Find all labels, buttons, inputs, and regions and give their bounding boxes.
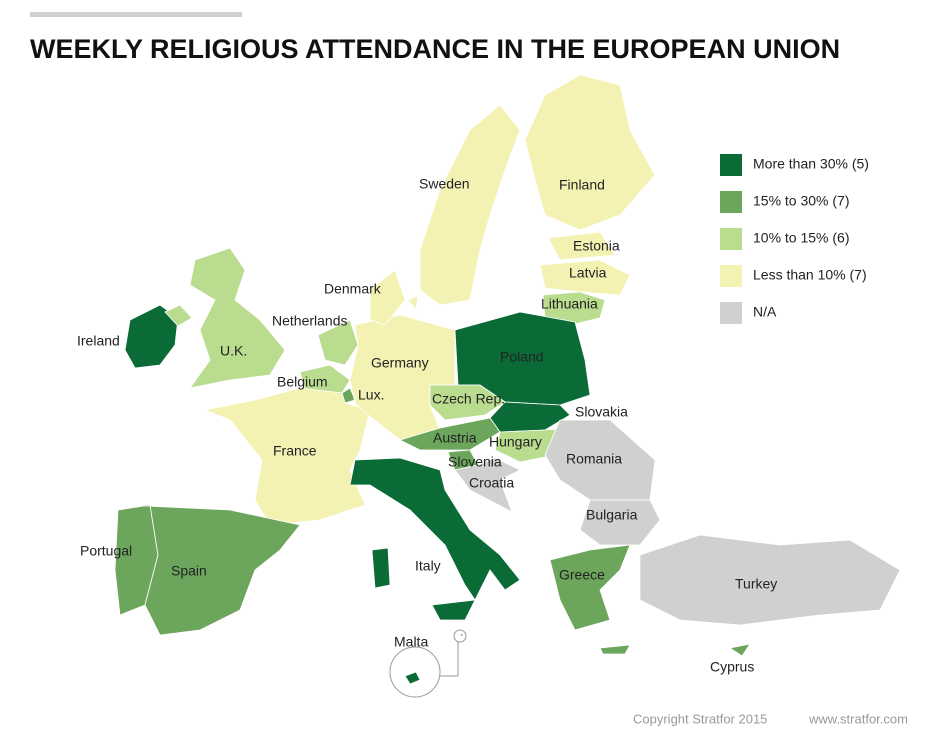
country-shape (203, 387, 371, 526)
country-label: Austria (433, 430, 477, 446)
country-shape (124, 504, 301, 636)
website: www.stratfor.com (808, 711, 908, 726)
country-shape (124, 304, 179, 369)
country-label: Estonia (573, 238, 620, 254)
malta-leader (440, 642, 459, 677)
legend-swatch (720, 265, 742, 287)
legend-label: More than 30% (5) (753, 156, 869, 172)
country-shape (369, 269, 406, 326)
legend: More than 30% (5) 15% to 30% (7) 10% to 15… (720, 154, 869, 324)
country-shape (431, 599, 476, 621)
country-label: Cyprus (710, 659, 754, 675)
country-shape (579, 499, 661, 546)
country-shape (349, 457, 521, 601)
header-bar (30, 12, 242, 17)
country-label: Greece (559, 567, 605, 583)
country-label: Bulgaria (586, 507, 638, 523)
title: WEEKLY RELIGIOUS ATTENDANCE IN THE EUROP… (30, 34, 840, 64)
legend-label: N/A (753, 304, 777, 320)
country-label: Italy (415, 558, 441, 574)
country-shape (549, 544, 631, 631)
country-label: Portugal (80, 543, 132, 559)
country-shape (419, 104, 521, 306)
country-shape (524, 74, 656, 231)
legend-swatch (720, 191, 742, 213)
country-label: Sweden (419, 176, 470, 192)
country-label: Latvia (569, 265, 607, 281)
country-shape (459, 633, 464, 638)
country-shape (189, 247, 286, 389)
country-labels: Ireland U.K. Netherlands Belgium Lux. Fr… (77, 176, 777, 675)
legend-swatch (720, 228, 742, 250)
country-label: Slovakia (575, 404, 628, 420)
country-label: Poland (500, 349, 544, 365)
countries (114, 74, 901, 685)
country-label: Croatia (469, 475, 514, 491)
country-shape (728, 643, 751, 657)
country-label: Malta (394, 634, 428, 650)
malta-inset (389, 646, 441, 698)
country-label: Czech Rep. (432, 391, 505, 407)
country-label: U.K. (220, 343, 247, 359)
country-label: Germany (371, 355, 429, 371)
legend-swatch (720, 302, 742, 324)
country-shape (299, 364, 351, 394)
copyright: Copyright Stratfor 2015 (633, 711, 767, 726)
country-shape (371, 547, 391, 589)
country-label: Slovenia (448, 454, 502, 470)
country-shape (429, 384, 506, 421)
country-label: Denmark (324, 281, 382, 297)
country-shape (454, 457, 521, 513)
country-shape (547, 231, 616, 261)
legend-label: Less than 10% (7) (753, 267, 867, 283)
country-label: Lux. (358, 387, 384, 403)
legend-label: 15% to 30% (7) (753, 193, 850, 209)
country-label: Finland (559, 177, 605, 193)
legend-label: 10% to 15% (6) (753, 230, 850, 246)
country-shape (639, 534, 901, 626)
country-shape (539, 259, 631, 296)
country-label: Romania (566, 451, 622, 467)
country-shape (599, 644, 631, 655)
country-label: Turkey (735, 576, 777, 592)
country-shape (407, 295, 419, 311)
malta-locator (453, 629, 467, 643)
legend-swatch (720, 154, 742, 176)
country-shape (317, 319, 359, 366)
country-label: Spain (171, 563, 207, 579)
country-label: Lithuania (541, 296, 598, 312)
country-shape (164, 304, 193, 327)
country-label: Hungary (489, 434, 542, 450)
country-label: Netherlands (272, 313, 348, 329)
country-label: Ireland (77, 333, 120, 349)
country-label: France (273, 443, 317, 459)
country-shape (404, 671, 421, 685)
country-label: Belgium (277, 374, 328, 390)
